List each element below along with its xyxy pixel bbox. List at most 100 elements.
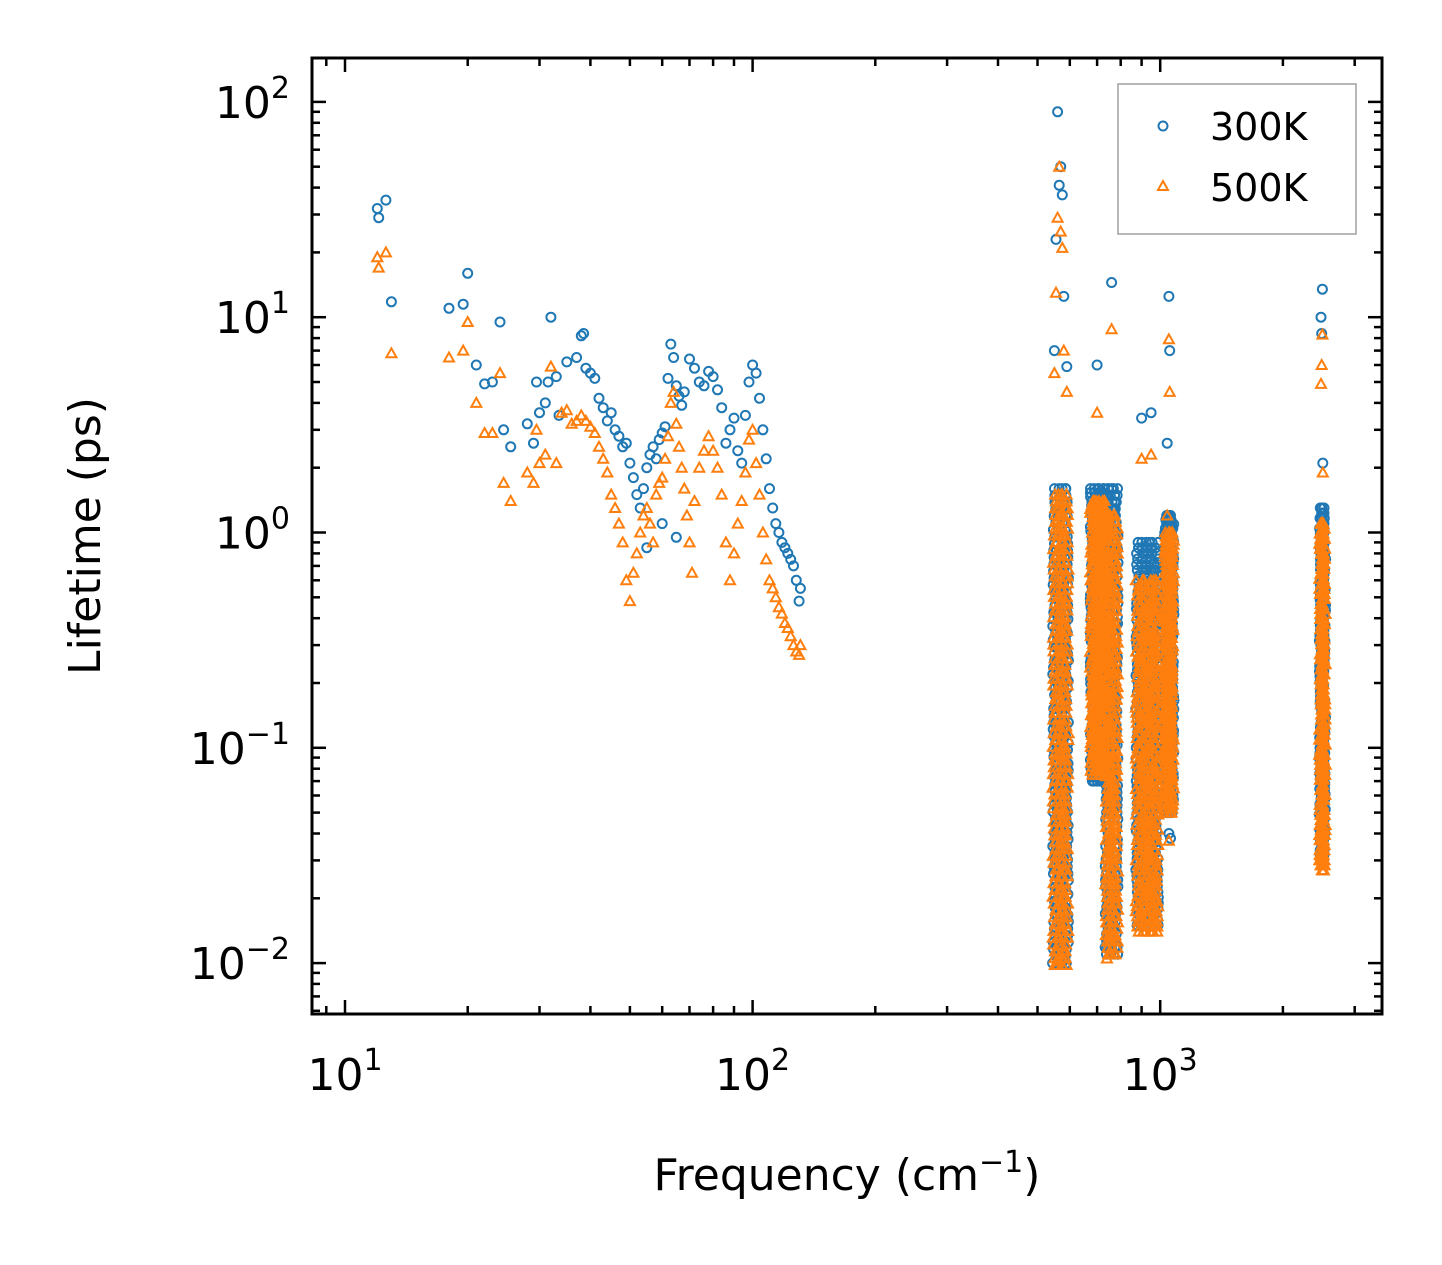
data-point-500k bbox=[1160, 508, 1174, 521]
data-point-500k bbox=[1109, 641, 1124, 654]
data-point-500k bbox=[538, 447, 552, 460]
data-point-500k bbox=[1110, 730, 1125, 743]
data-point-500k bbox=[719, 535, 733, 548]
data-point-500k bbox=[1059, 487, 1074, 500]
data-point-500k bbox=[1108, 610, 1122, 623]
data-point-500k bbox=[579, 413, 593, 426]
data-point-300k bbox=[760, 453, 772, 465]
data-point-500k bbox=[1060, 603, 1074, 616]
data-point-500k bbox=[1110, 540, 1125, 553]
data-point-500k bbox=[727, 546, 741, 559]
data-point-500k bbox=[630, 546, 644, 559]
data-point-500k bbox=[504, 493, 518, 506]
data-point-500k bbox=[600, 465, 614, 478]
data-point-500k bbox=[372, 260, 386, 273]
data-point-500k bbox=[1109, 826, 1123, 839]
data-point-300k bbox=[788, 560, 799, 572]
data-point-500k bbox=[1052, 159, 1066, 172]
data-point-300k bbox=[773, 527, 785, 538]
data-point-300k bbox=[1165, 832, 1176, 844]
data-point-500k bbox=[1052, 569, 1066, 582]
data-point-300k bbox=[743, 376, 755, 388]
data-point-300k bbox=[545, 311, 557, 323]
data-point-500k bbox=[1059, 794, 1073, 807]
data-point-300k bbox=[1145, 407, 1157, 419]
data-point-500k bbox=[1108, 711, 1122, 724]
data-point-500k bbox=[781, 620, 795, 633]
data-point-300k bbox=[534, 407, 545, 419]
data-point-300k bbox=[732, 445, 744, 457]
data-point-300k bbox=[728, 412, 740, 424]
data-point-500k bbox=[723, 573, 737, 586]
data-point-300k bbox=[650, 453, 662, 465]
data-point-300k bbox=[462, 267, 474, 279]
data-point-500k bbox=[1109, 629, 1123, 642]
data-point-500k bbox=[1054, 947, 1068, 960]
data-point-300k bbox=[1146, 536, 1158, 548]
data-point-500k bbox=[1137, 573, 1151, 586]
data-point-500k bbox=[1058, 876, 1072, 889]
data-point-500k bbox=[1060, 542, 1075, 555]
data-point-500k bbox=[1104, 947, 1119, 960]
data-point-500k bbox=[658, 451, 672, 464]
data-point-500k bbox=[1058, 630, 1073, 643]
data-point-500k bbox=[1059, 555, 1073, 568]
data-point-500k bbox=[1109, 896, 1124, 909]
data-point-300k bbox=[605, 407, 617, 419]
data-point-300k bbox=[641, 542, 653, 554]
data-point-500k bbox=[775, 606, 789, 619]
x-axis-title: Frequency (cm−1) bbox=[654, 1145, 1041, 1201]
data-point-500k bbox=[1315, 863, 1330, 876]
data-point-500k bbox=[633, 525, 647, 538]
data-point-300k bbox=[676, 399, 688, 411]
data-point-500k bbox=[1108, 870, 1123, 883]
data-point-500k bbox=[1107, 514, 1122, 527]
data-point-300k bbox=[716, 402, 728, 414]
data-point-500k bbox=[560, 403, 574, 416]
data-point-300k bbox=[575, 330, 587, 342]
data-point-300k bbox=[689, 362, 700, 374]
data-point-500k bbox=[1165, 525, 1179, 538]
series-500k-markers bbox=[370, 159, 1333, 970]
data-point-500k bbox=[1058, 917, 1072, 930]
data-point-300k bbox=[668, 352, 680, 363]
data-point-500k bbox=[1059, 855, 1073, 868]
data-point-500k bbox=[1060, 760, 1074, 773]
data-point-500k bbox=[1109, 654, 1123, 667]
data-point-500k bbox=[1109, 769, 1124, 782]
data-point-500k bbox=[784, 629, 798, 642]
data-point-500k bbox=[1059, 862, 1074, 875]
data-point-500k bbox=[1104, 322, 1119, 335]
data-point-500k bbox=[769, 590, 783, 603]
data-point-300k bbox=[505, 441, 517, 453]
data-point-300k bbox=[528, 437, 539, 449]
data-point-500k bbox=[1059, 814, 1074, 827]
data-point-500k bbox=[1061, 678, 1075, 691]
data-point-500k bbox=[1111, 635, 1125, 648]
data-point-500k bbox=[1049, 285, 1063, 298]
data-point-500k bbox=[1059, 937, 1073, 950]
data-point-500k bbox=[749, 456, 763, 469]
data-point-500k bbox=[1110, 686, 1124, 699]
data-point-500k bbox=[792, 647, 806, 660]
y-tick-label: 100 bbox=[215, 502, 290, 560]
data-point-300k bbox=[1318, 507, 1330, 519]
data-point-500k bbox=[1144, 924, 1158, 937]
data-point-300k bbox=[1316, 283, 1328, 295]
data-point-300k bbox=[1164, 345, 1176, 357]
data-point-500k bbox=[1109, 584, 1123, 597]
data-point-500k bbox=[664, 395, 678, 408]
data-point-500k bbox=[596, 451, 610, 464]
data-point-300k bbox=[457, 298, 469, 310]
data-point-500k bbox=[496, 475, 511, 488]
data-point-500k bbox=[1061, 521, 1075, 534]
data-point-500k bbox=[1060, 596, 1074, 609]
data-point-300k bbox=[542, 376, 554, 388]
data-point-500k bbox=[710, 460, 725, 473]
data-point-300k bbox=[589, 372, 601, 384]
data-point-500k bbox=[1059, 494, 1074, 507]
data-point-500k bbox=[1110, 940, 1124, 953]
data-point-500k bbox=[469, 395, 483, 408]
data-point-500k bbox=[766, 581, 780, 594]
data-point-500k bbox=[1060, 514, 1074, 527]
